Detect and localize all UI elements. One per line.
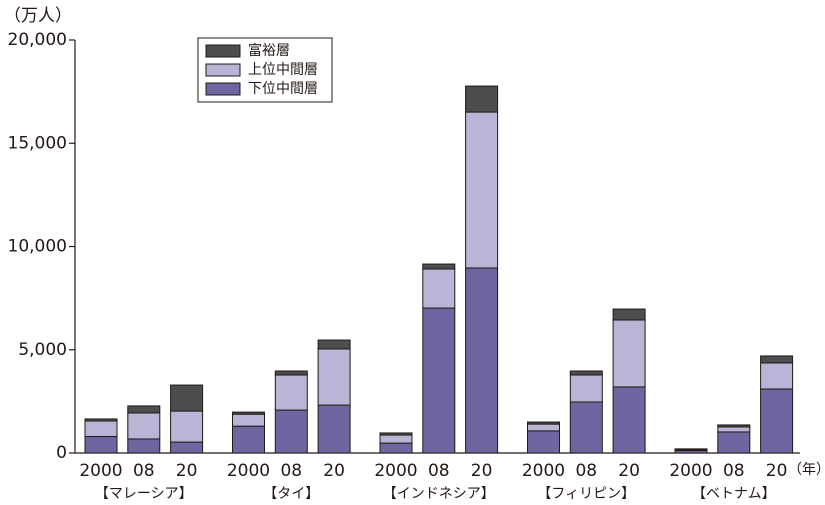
- bar-segment: [760, 388, 794, 454]
- bar-segment: [170, 410, 204, 443]
- group-label: 【ベトナム】: [692, 486, 776, 502]
- group-label: 【インドネシア】: [383, 486, 495, 502]
- legend-label: 富裕層: [248, 42, 290, 59]
- bar-segment: [760, 362, 794, 390]
- y-tick-label: 15,000: [8, 133, 67, 153]
- bar-segment: [84, 435, 118, 454]
- bar-segment: [717, 431, 751, 454]
- bar-segment: [422, 263, 456, 270]
- bar-segment: [379, 432, 413, 436]
- x-tick-label: 2000: [669, 461, 712, 481]
- bar-segment: [465, 85, 499, 113]
- bar-segment: [717, 424, 751, 428]
- y-unit: （万人）: [4, 6, 72, 26]
- bar-segment: [317, 404, 351, 454]
- bar-segment: [274, 370, 308, 376]
- bar-segment: [274, 409, 308, 454]
- bar-segment: [569, 370, 603, 376]
- x-unit: （年）: [788, 462, 825, 478]
- x-tick-label: 08: [280, 461, 302, 481]
- y-tick-label: 10,000: [8, 237, 67, 257]
- bar-segment: [717, 426, 751, 433]
- group-label: 【マレーシア】: [95, 486, 193, 502]
- bar-segment: [127, 405, 161, 414]
- bar-segment: [760, 355, 794, 364]
- bar-segment: [674, 448, 708, 451]
- bar-segment: [527, 430, 560, 454]
- legend-label: 上位中間層: [248, 62, 318, 78]
- bar-segment: [422, 307, 456, 454]
- x-tick-label: 08: [575, 461, 597, 481]
- bar-segment: [232, 425, 265, 454]
- x-tick-label: 2000: [374, 461, 417, 481]
- x-tick-label: 20: [618, 461, 640, 481]
- x-tick-label: 08: [133, 461, 155, 481]
- bar-segment: [612, 308, 646, 321]
- bar-segment: [379, 442, 413, 454]
- bar-segment: [317, 339, 351, 350]
- x-tick-label: 20: [176, 461, 198, 481]
- bar-segment: [527, 423, 560, 432]
- bar-segment: [569, 401, 603, 454]
- bar-segment: [127, 438, 161, 454]
- y-tick-label: 20,000: [8, 30, 67, 50]
- bar-segment: [465, 111, 499, 269]
- x-tick-label: 2000: [522, 461, 565, 481]
- bar-segment: [232, 413, 265, 427]
- bar-segment: [232, 411, 265, 415]
- bar-segment: [84, 420, 118, 437]
- bar-segment: [612, 319, 646, 388]
- x-tick-label: 20: [766, 461, 788, 481]
- x-tick-label: 2000: [79, 461, 122, 481]
- x-tick-label: 08: [428, 461, 450, 481]
- group-label: 【フィリピン】: [537, 486, 635, 502]
- bar-segment: [84, 418, 118, 422]
- x-tick-label: 20: [323, 461, 345, 481]
- group-label: 【タイ】: [263, 486, 319, 502]
- bar-segment: [612, 386, 646, 454]
- legend-label: 下位中間層: [248, 81, 318, 97]
- y-tick-label: 0: [56, 443, 67, 463]
- x-tick-label: 20: [471, 461, 493, 481]
- bar-segment: [527, 421, 560, 425]
- legend-swatch: [205, 82, 241, 96]
- bar-segment: [170, 384, 204, 412]
- legend-swatch: [205, 44, 241, 58]
- bar-segment: [422, 268, 456, 309]
- bar-segment: [127, 412, 161, 440]
- bar-segment: [170, 441, 204, 454]
- x-tick-label: 08: [723, 461, 745, 481]
- legend-swatch: [205, 63, 241, 77]
- bar-segment: [465, 267, 499, 454]
- y-tick-label: 5,000: [18, 340, 67, 360]
- bar-segment: [317, 348, 351, 406]
- x-tick-label: 2000: [227, 461, 270, 481]
- bar-segment: [274, 374, 308, 411]
- bar-segment: [569, 374, 603, 403]
- bar-segment: [379, 434, 413, 444]
